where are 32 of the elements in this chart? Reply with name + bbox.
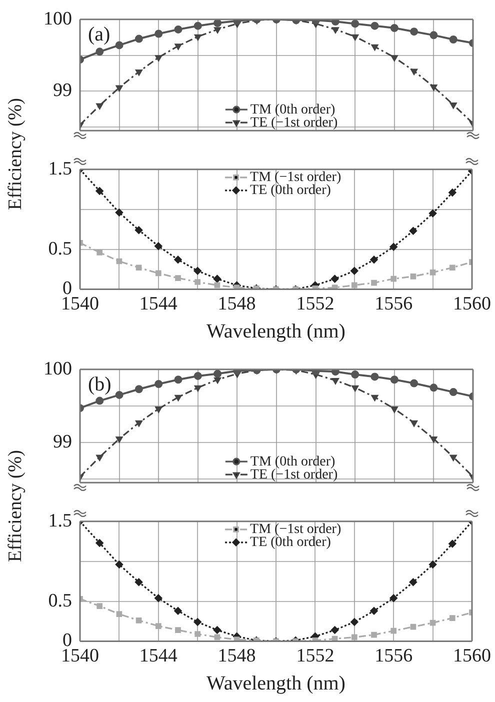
- x-tick-label: 1560: [453, 294, 491, 315]
- x-tick-label: 1548: [218, 294, 256, 315]
- legend-label: TM (0th order): [250, 102, 336, 118]
- y-tick-label: 1.5: [48, 510, 72, 532]
- legend-label: TE (0th order): [250, 535, 332, 550]
- x-tick-label: 1540: [61, 294, 99, 315]
- y-tick-label: 100: [44, 358, 72, 380]
- legend-label: TE (0th order): [250, 183, 332, 198]
- x-tick-label: 1556: [374, 646, 413, 667]
- y-axis-title: Efficiency (%): [5, 98, 27, 210]
- legend-label: TM (0th order): [250, 454, 336, 470]
- y-tick-label: 100: [44, 8, 72, 30]
- legend-label: TM (−1st order): [250, 522, 342, 538]
- x-tick-label: 1544: [139, 646, 178, 667]
- x-axis-title: Wavelength (nm): [206, 320, 346, 342]
- y-tick-label: 0.5: [48, 590, 72, 612]
- y-tick-label: 99: [53, 80, 72, 102]
- x-axis-title: Wavelength (nm): [206, 672, 346, 694]
- x-tick-label: 1560: [453, 646, 491, 667]
- y-tick-label: 99: [53, 431, 72, 452]
- x-tick-label: 1544: [139, 294, 178, 315]
- x-tick-label: 1556: [374, 294, 413, 315]
- legend-label: TE (−1st order): [250, 467, 338, 482]
- y-axis-title: Efficiency (%): [5, 450, 27, 562]
- x-tick-label: 1552: [296, 294, 334, 315]
- x-tick-label: 1548: [218, 646, 256, 667]
- x-tick-label: 1552: [296, 646, 334, 667]
- y-tick-label: 0.5: [48, 238, 72, 260]
- legend-label: TE (−1st order): [250, 115, 338, 130]
- y-tick-label: 1.5: [48, 158, 72, 180]
- legend-label: TM (−1st order): [250, 170, 342, 186]
- x-tick-label: 1540: [61, 646, 99, 667]
